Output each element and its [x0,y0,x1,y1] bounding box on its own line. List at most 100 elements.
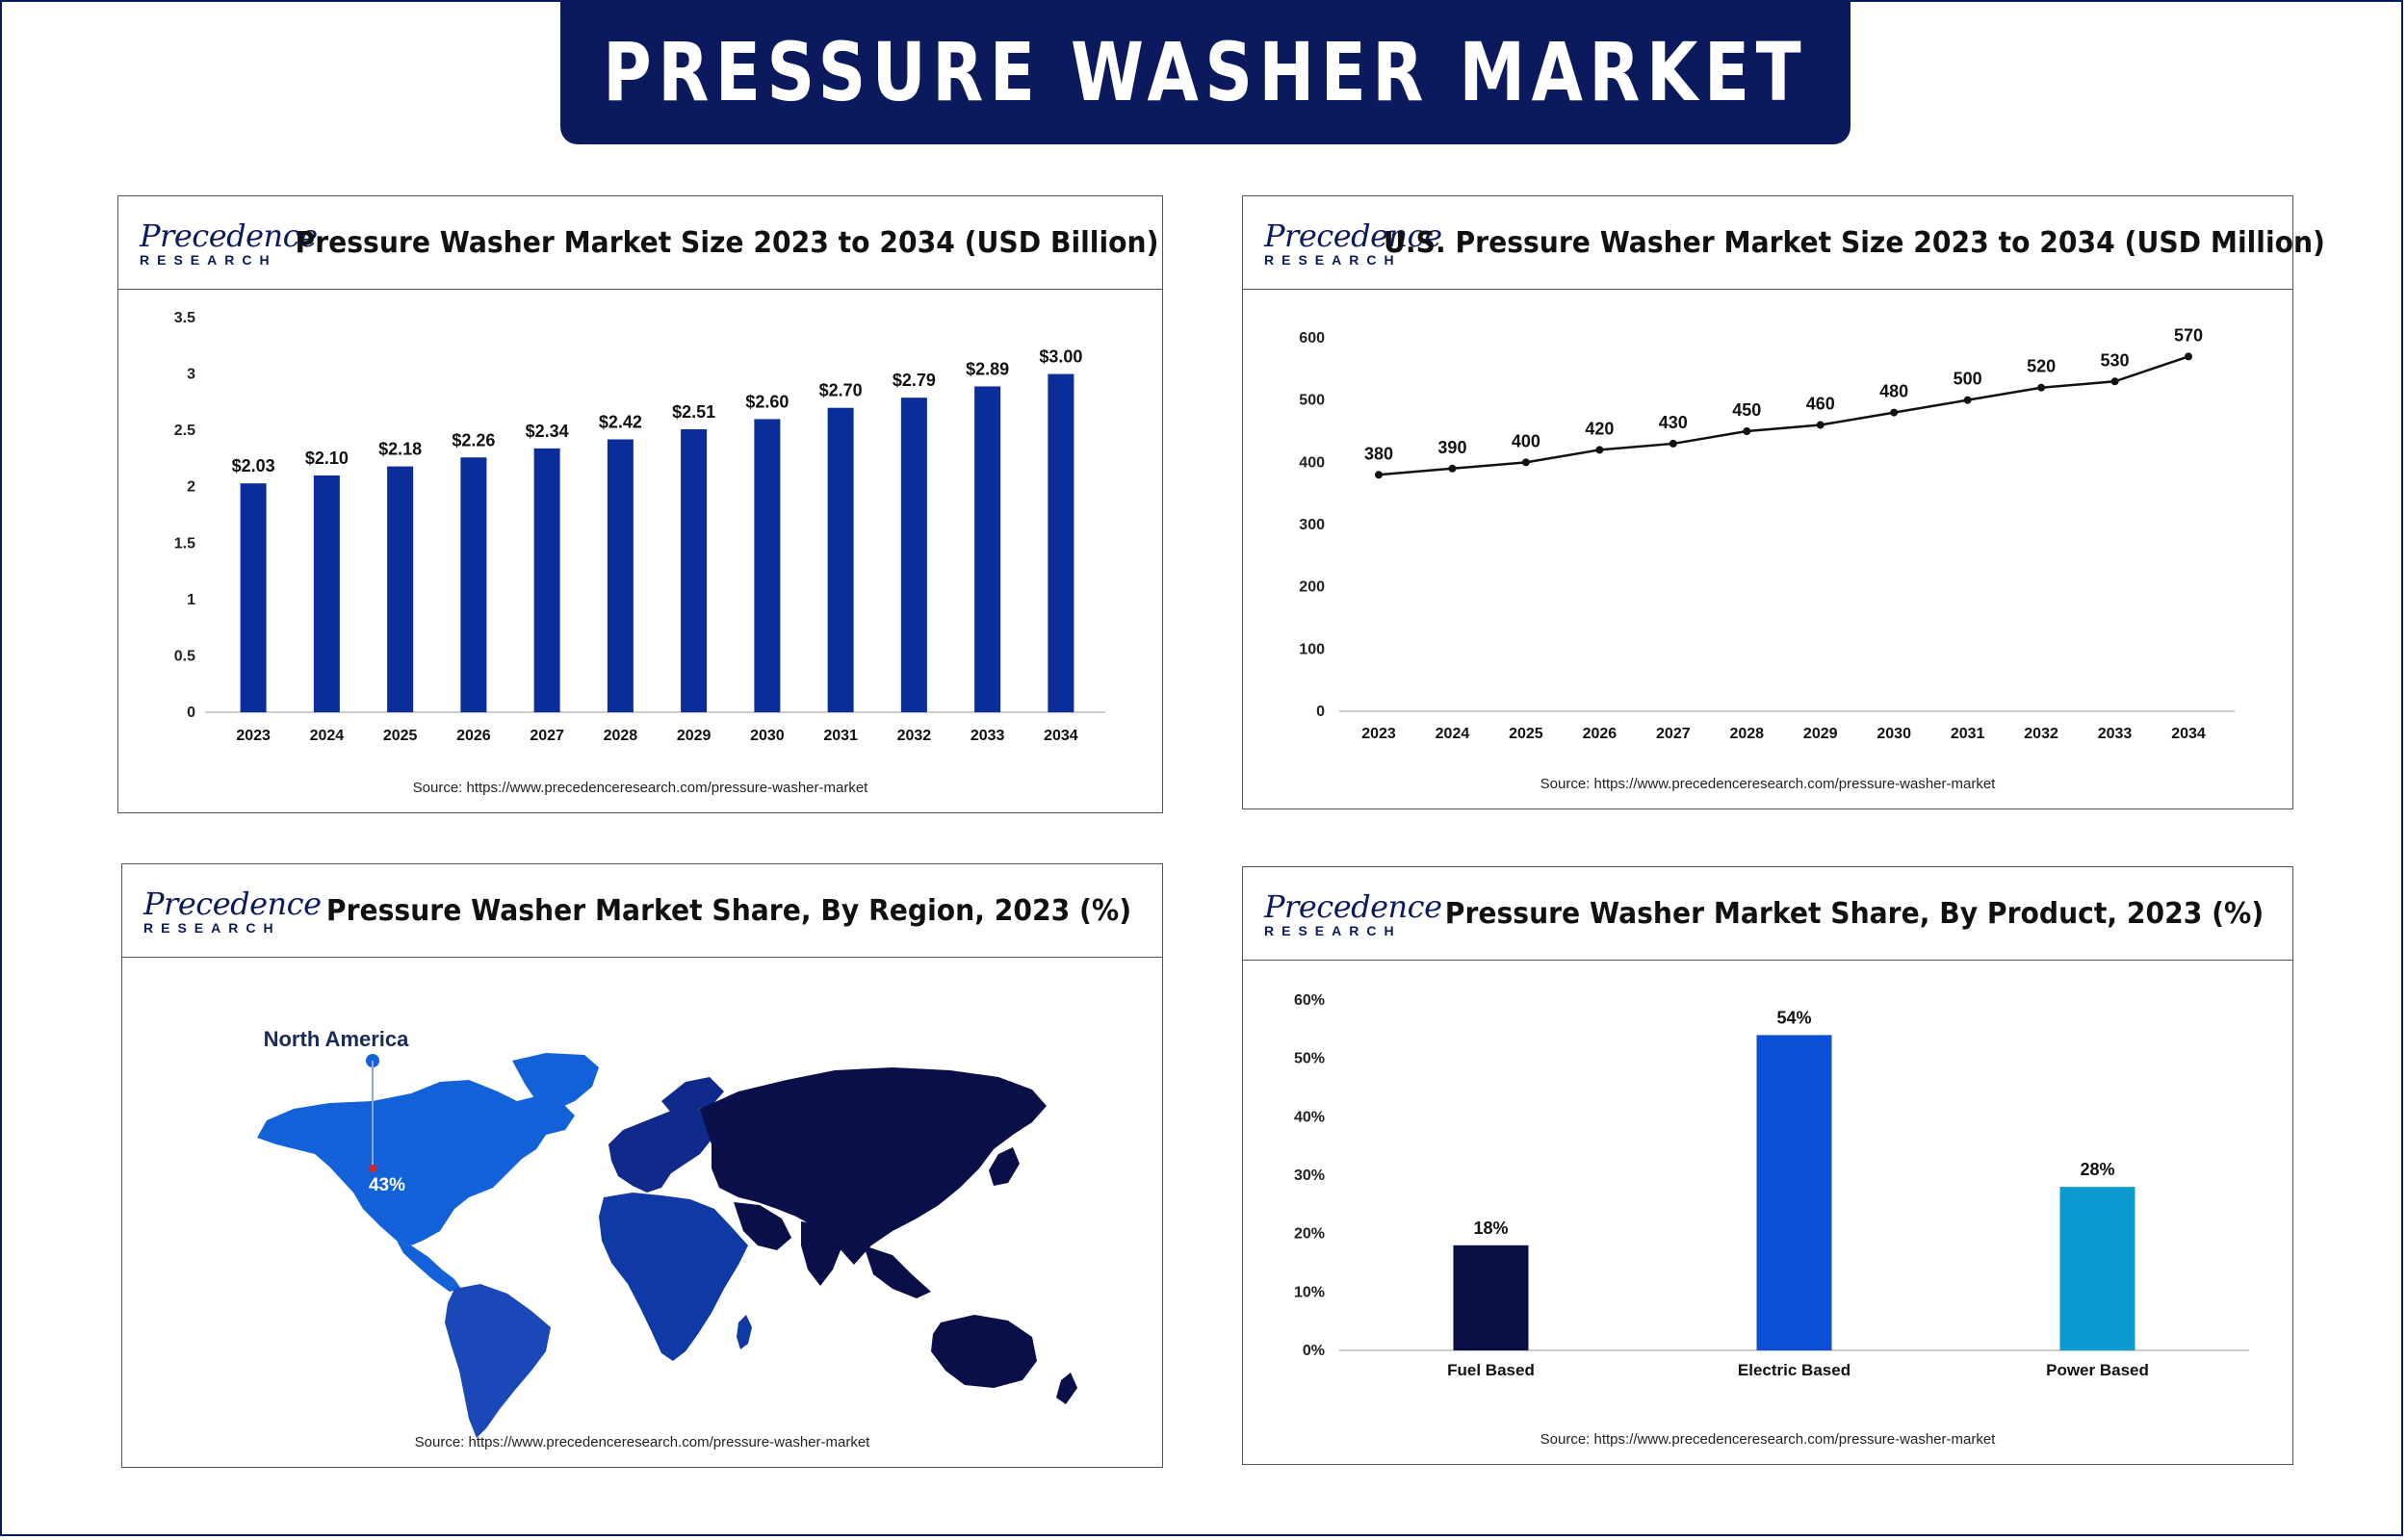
map-asia [700,1067,1047,1265]
map-greenland [512,1053,599,1111]
data-label: $2.42 [599,413,642,432]
region-pin [369,1165,376,1172]
map-north-america [257,1080,575,1245]
panel-market-size: Precedence RESEARCH Pressure Washer Mark… [117,195,1163,813]
precedence-logo: Precedence RESEARCH [143,887,322,941]
panel-region-share: Precedence RESEARCH Pressure Washer Mark… [121,863,1163,1468]
y-tick-label: 3.5 [174,310,195,326]
y-tick-label: 200 [1299,579,1325,596]
source-text: Source: https://www.precedenceresearch.c… [1540,1431,1996,1448]
panel-header: Precedence RESEARCH Pressure Washer Mark… [118,196,1162,290]
data-point [1448,464,1457,473]
y-tick-label: 500 [1299,393,1325,409]
map-arabia [734,1202,791,1250]
data-label: 480 [1879,382,1908,401]
x-tick-label: 2028 [604,728,638,744]
market-size-chart: 0 0.5 1 1.5 2 2.5 3 3.5 $2.03 2023 $2.10 2024 $2.18 2… [174,310,1105,744]
y-tick-label: 2.5 [174,423,195,439]
x-tick-label: 2026 [456,728,491,744]
data-point [2110,377,2119,386]
data-label: $2.10 [305,449,349,468]
data-point [1963,396,1972,404]
map-central-america [397,1241,461,1292]
region-name-label: North America [264,1027,410,1051]
y-tick-label: 0.5 [174,648,195,664]
data-label: $2.89 [966,359,1009,378]
y-tick-label: 50% [1294,1051,1325,1067]
map-europe [608,1109,714,1193]
region-value-label: 43% [369,1175,405,1195]
bar [1048,373,1074,712]
panel-header: Precedence RESEARCH Pressure Washer Mark… [122,864,1162,958]
bar [313,475,340,712]
x-tick-label: 2034 [1044,728,1078,744]
bar [460,457,487,712]
map-africa [599,1193,748,1361]
x-tick-label: 2025 [383,728,418,744]
banner-title: PRESSURE WASHER MARKET [603,25,1808,119]
logo-subtext: RESEARCH [1264,923,1402,938]
data-label: $2.34 [526,422,569,441]
data-label: $2.03 [232,456,275,475]
data-label: 520 [2027,357,2056,376]
data-label: 390 [1437,438,1466,457]
logo-subtext: RESEARCH [143,920,281,936]
data-label: 18% [1473,1219,1508,1238]
data-label: $2.70 [819,381,863,400]
source-text: Source: https://www.precedenceresearch.c… [414,1434,870,1450]
world-map: North America 43% [257,1027,1077,1438]
y-tick-label: 40% [1294,1109,1325,1125]
panel-header: Precedence RESEARCH Pressure Washer Mark… [1243,867,2292,961]
bar [1756,1035,1832,1350]
x-tick-label: Power Based [2046,1361,2149,1379]
y-tick-label: 1 [187,592,195,608]
x-tick-label: 2029 [1803,726,1838,742]
y-tick-label: 0 [1316,704,1325,720]
map-australia [931,1315,1037,1388]
chart-title: Pressure Washer Market Share, By Product… [1444,896,2265,931]
x-tick-label: 2028 [1729,726,1764,742]
panel-header: Precedence RESEARCH U.S. Pressure Washer… [1243,196,2325,290]
data-point [2037,383,2046,392]
x-tick-label: 2032 [897,728,932,744]
panel-us-market-size: Precedence RESEARCH U.S. Pressure Washer… [1242,195,2325,809]
data-label: $2.60 [745,392,789,411]
x-tick-label: 2024 [1436,726,1470,742]
chart-title: Pressure Washer Market Share, By Region,… [325,893,1132,928]
banner: PRESSURE WASHER MARKET [560,0,1851,144]
map-southeast-asia [864,1245,931,1298]
data-point [1816,421,1825,429]
data-label: 450 [1732,400,1761,420]
data-label: 430 [1659,413,1688,432]
x-tick-label: 2023 [236,728,271,744]
bar [827,407,854,712]
data-point [1890,408,1899,417]
y-tick-label: 300 [1299,517,1325,533]
y-tick-label: 3 [187,367,195,383]
x-tick-label: 2031 [823,728,858,744]
x-tick-label: 2025 [1509,726,1543,742]
data-point [2185,352,2192,361]
north-america-annotation: North America 43% [264,1027,410,1195]
bar [1453,1245,1529,1350]
map-south-america [445,1284,551,1438]
y-tick-label: 0% [1303,1343,1325,1359]
y-tick-label: 600 [1299,330,1325,346]
x-tick-label: 2026 [1583,726,1618,742]
x-tick-label: 2030 [750,728,785,744]
x-tick-label: Electric Based [1738,1361,1851,1379]
bar [387,466,414,712]
x-tick-label: 2023 [1361,726,1396,742]
y-tick-label: 100 [1299,641,1325,657]
us-market-size-chart: 0 100 200 300 400 500 600 380 2023 390 2024 400 2025… [1299,325,2235,742]
map-new-zealand [1056,1373,1077,1404]
y-tick-label: 10% [1294,1284,1325,1300]
bar [2059,1187,2135,1350]
product-share-chart: 0% 10% 20% 30% 40% 50% 60% 18% Fuel Based 54% Elec… [1294,992,2249,1379]
chart-title: Pressure Washer Market Size 2023 to 2034… [295,225,1159,260]
data-point [1375,471,1383,479]
y-tick-label: 60% [1294,992,1325,1009]
data-label: 500 [1954,370,1982,389]
bar [607,439,634,712]
data-label: $2.26 [452,430,495,449]
